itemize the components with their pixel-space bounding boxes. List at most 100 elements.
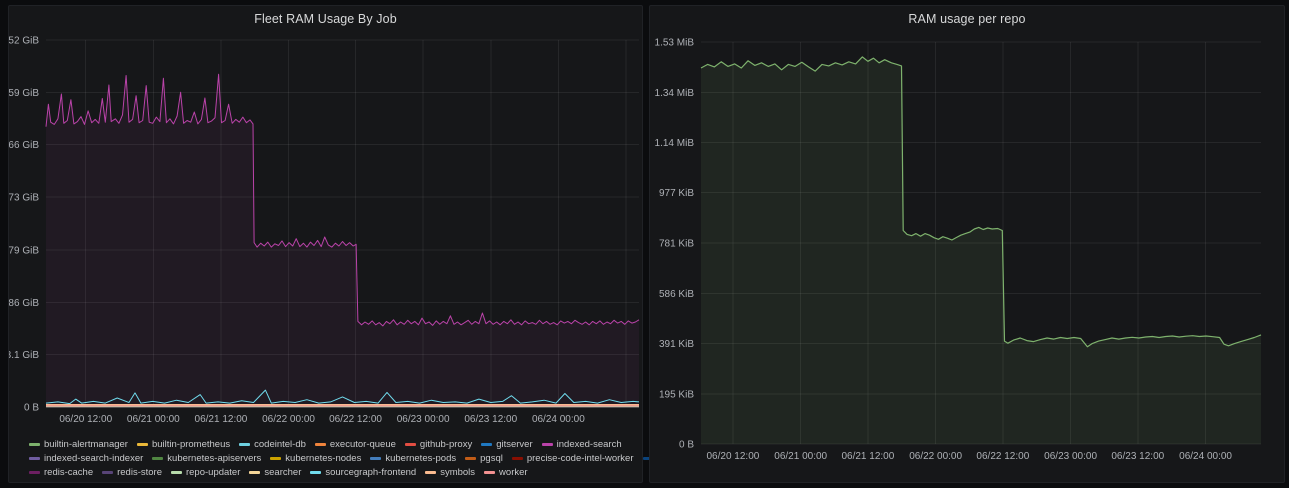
- legend-label: sourcegraph-frontend: [325, 467, 417, 478]
- legend-item-precise-code-intel-worker[interactable]: precise-code-intel-worker: [511, 453, 634, 464]
- y-tick-label: 466 GiB: [9, 140, 39, 151]
- y-tick-label: 1.53 MiB: [655, 38, 695, 49]
- legend-swatch-icon: [152, 457, 164, 460]
- legend-row: redis-cache redis-store repo-updater search…: [29, 467, 636, 478]
- legend-label: searcher: [264, 467, 302, 478]
- legend-label: kubernetes-pods: [385, 453, 457, 464]
- legend-fleet-ram: builtin-alertmanager builtin-prometheus co…: [29, 439, 712, 481]
- series-line-repo-ram-usage: [700, 56, 1262, 348]
- panel-fleet-ram-usage-by-job: Fleet RAM Usage By Job 0 B 93.1 GiB 186 Gi…: [8, 5, 712, 484]
- legend-item-builtin-prometheus[interactable]: builtin-prometheus: [136, 439, 231, 450]
- y-tick-label: 373 GiB: [9, 193, 39, 204]
- legend-item-gitserver[interactable]: gitserver: [481, 439, 533, 450]
- x-tick-label: 06/20 12:00: [707, 451, 760, 462]
- y-tick-label: 0 B: [679, 440, 694, 451]
- legend-item-executor-queue[interactable]: executor-queue: [314, 439, 396, 450]
- legend-item-kubernetes-apiservers[interactable]: kubernetes-apiservers: [152, 453, 261, 464]
- y-tick-label: 1.34 MiB: [655, 88, 695, 99]
- legend-swatch-icon: [29, 443, 40, 446]
- legend-item-kubernetes-pods[interactable]: kubernetes-pods: [370, 453, 456, 464]
- legend-swatch-icon: [310, 471, 322, 474]
- legend-label: indexed-search-indexer: [44, 453, 144, 464]
- x-tick-label: 06/21 12:00: [841, 451, 894, 462]
- panel-title-fleet-ram[interactable]: Fleet RAM Usage By Job: [254, 12, 397, 26]
- x-tick-label: 06/23 12:00: [464, 414, 517, 425]
- legend-label: gitserver: [496, 439, 533, 450]
- chart-canvas-fleet-ram[interactable]: 0 B 93.1 GiB 186 GiB 279 GiB 373 GiB 466 GiB 5…: [9, 6, 644, 484]
- legend-item-indexed-search[interactable]: indexed-search: [541, 439, 622, 450]
- legend-swatch-icon: [425, 471, 437, 474]
- legend-swatch-icon: [404, 443, 416, 446]
- chart-canvas-ram-per-repo[interactable]: 0 B 195 KiB 391 KiB 586 KiB 781 KiB 977 KiB 1.…: [650, 6, 1286, 484]
- legend-label: redis-store: [117, 467, 162, 478]
- series-line-indexed-search: [45, 73, 640, 327]
- legend-item-symbols[interactable]: symbols: [425, 467, 475, 478]
- x-tick-label: 06/23 00:00: [397, 414, 450, 425]
- y-tick-label: 0 B: [24, 403, 39, 414]
- legend-item-github-proxy[interactable]: github-proxy: [404, 439, 473, 450]
- legend-swatch-icon: [511, 457, 523, 460]
- y-tick-label: 781 KiB: [659, 239, 694, 250]
- y-tick-label: 977 KiB: [659, 188, 694, 199]
- series-line-sourcegraph-frontend: [45, 389, 640, 405]
- y-tick-label: 586 KiB: [659, 289, 694, 300]
- legend-label: kubernetes-apiservers: [167, 453, 262, 464]
- legend-item-sourcegraph-frontend[interactable]: sourcegraph-frontend: [310, 467, 416, 478]
- legend-label: kubernetes-nodes: [285, 453, 362, 464]
- legend-swatch-icon: [541, 443, 553, 446]
- legend-item-indexed-search-indexer[interactable]: indexed-search-indexer: [29, 453, 143, 464]
- legend-swatch-icon: [136, 443, 148, 446]
- legend-item-redis-cache[interactable]: redis-cache: [29, 467, 93, 478]
- legend-row: builtin-alertmanager builtin-prometheus co…: [29, 439, 636, 450]
- legend-swatch-icon: [481, 443, 493, 446]
- y-tick-label: 93.1 GiB: [9, 350, 39, 361]
- x-tick-label: 06/22 12:00: [329, 414, 382, 425]
- legend-item-worker[interactable]: worker: [484, 467, 528, 478]
- legend-item-kubernetes-nodes[interactable]: kubernetes-nodes: [270, 453, 361, 464]
- legend-label: repo-updater: [185, 467, 241, 478]
- legend-swatch-icon: [29, 471, 40, 474]
- y-tick-label: 279 GiB: [9, 245, 39, 256]
- legend-swatch-icon: [102, 471, 114, 474]
- legend-item-redis-store[interactable]: redis-store: [102, 467, 162, 478]
- x-tick-label: 06/24 00:00: [532, 414, 585, 425]
- legend-label: worker: [499, 467, 528, 478]
- legend-swatch-icon: [370, 457, 382, 460]
- legend-swatch-icon: [249, 471, 261, 474]
- x-tick-label: 06/24 00:00: [1179, 451, 1232, 462]
- legend-swatch-icon: [314, 443, 326, 446]
- legend-item-searcher[interactable]: searcher: [249, 467, 301, 478]
- legend-label: builtin-alertmanager: [44, 439, 128, 450]
- legend-swatch-icon: [270, 457, 282, 460]
- x-tick-label: 06/22 12:00: [976, 451, 1029, 462]
- series-fill-repo-ram-usage: [701, 56, 1261, 445]
- legend-item-repo-updater[interactable]: repo-updater: [170, 467, 241, 478]
- legend-swatch-icon: [29, 457, 40, 460]
- legend-label: redis-cache: [44, 467, 94, 478]
- panel-title-ram-per-repo[interactable]: RAM usage per repo: [908, 12, 1026, 26]
- y-tick-label: 186 GiB: [9, 298, 39, 309]
- legend-swatch-icon: [484, 471, 496, 474]
- legend-swatch-icon: [239, 443, 251, 446]
- legend-label: symbols: [440, 467, 476, 478]
- x-tick-label: 06/23 00:00: [1044, 451, 1097, 462]
- legend-item-pgsql[interactable]: pgsql: [465, 453, 503, 464]
- legend-row: indexed-search-indexer kubernetes-apiserv…: [29, 453, 712, 464]
- panel-ram-usage-per-repo: RAM usage per repo 0 B 195 KiB 391 KiB 586 …: [649, 5, 1285, 483]
- legend-label: builtin-prometheus: [151, 439, 231, 450]
- legend-label: codeintel-db: [254, 439, 306, 450]
- x-tick-label: 06/20 12:00: [59, 414, 112, 425]
- legend-item-builtin-alertmanager[interactable]: builtin-alertmanager: [29, 439, 128, 450]
- x-tick-label: 06/21 12:00: [195, 414, 248, 425]
- series-fill-indexed-search: [46, 74, 639, 408]
- x-tick-label: 06/22 00:00: [909, 451, 962, 462]
- y-tick-label: 391 KiB: [659, 339, 694, 350]
- legend-swatch-icon: [642, 457, 654, 460]
- legend-item-codeintel-db[interactable]: codeintel-db: [239, 439, 306, 450]
- legend-label: precise-code-intel-worker: [526, 453, 634, 464]
- x-tick-label: 06/23 12:00: [1111, 451, 1164, 462]
- legend-label: indexed-search: [556, 439, 622, 450]
- legend-label: github-proxy: [419, 439, 473, 450]
- x-tick-label: 06/22 00:00: [262, 414, 315, 425]
